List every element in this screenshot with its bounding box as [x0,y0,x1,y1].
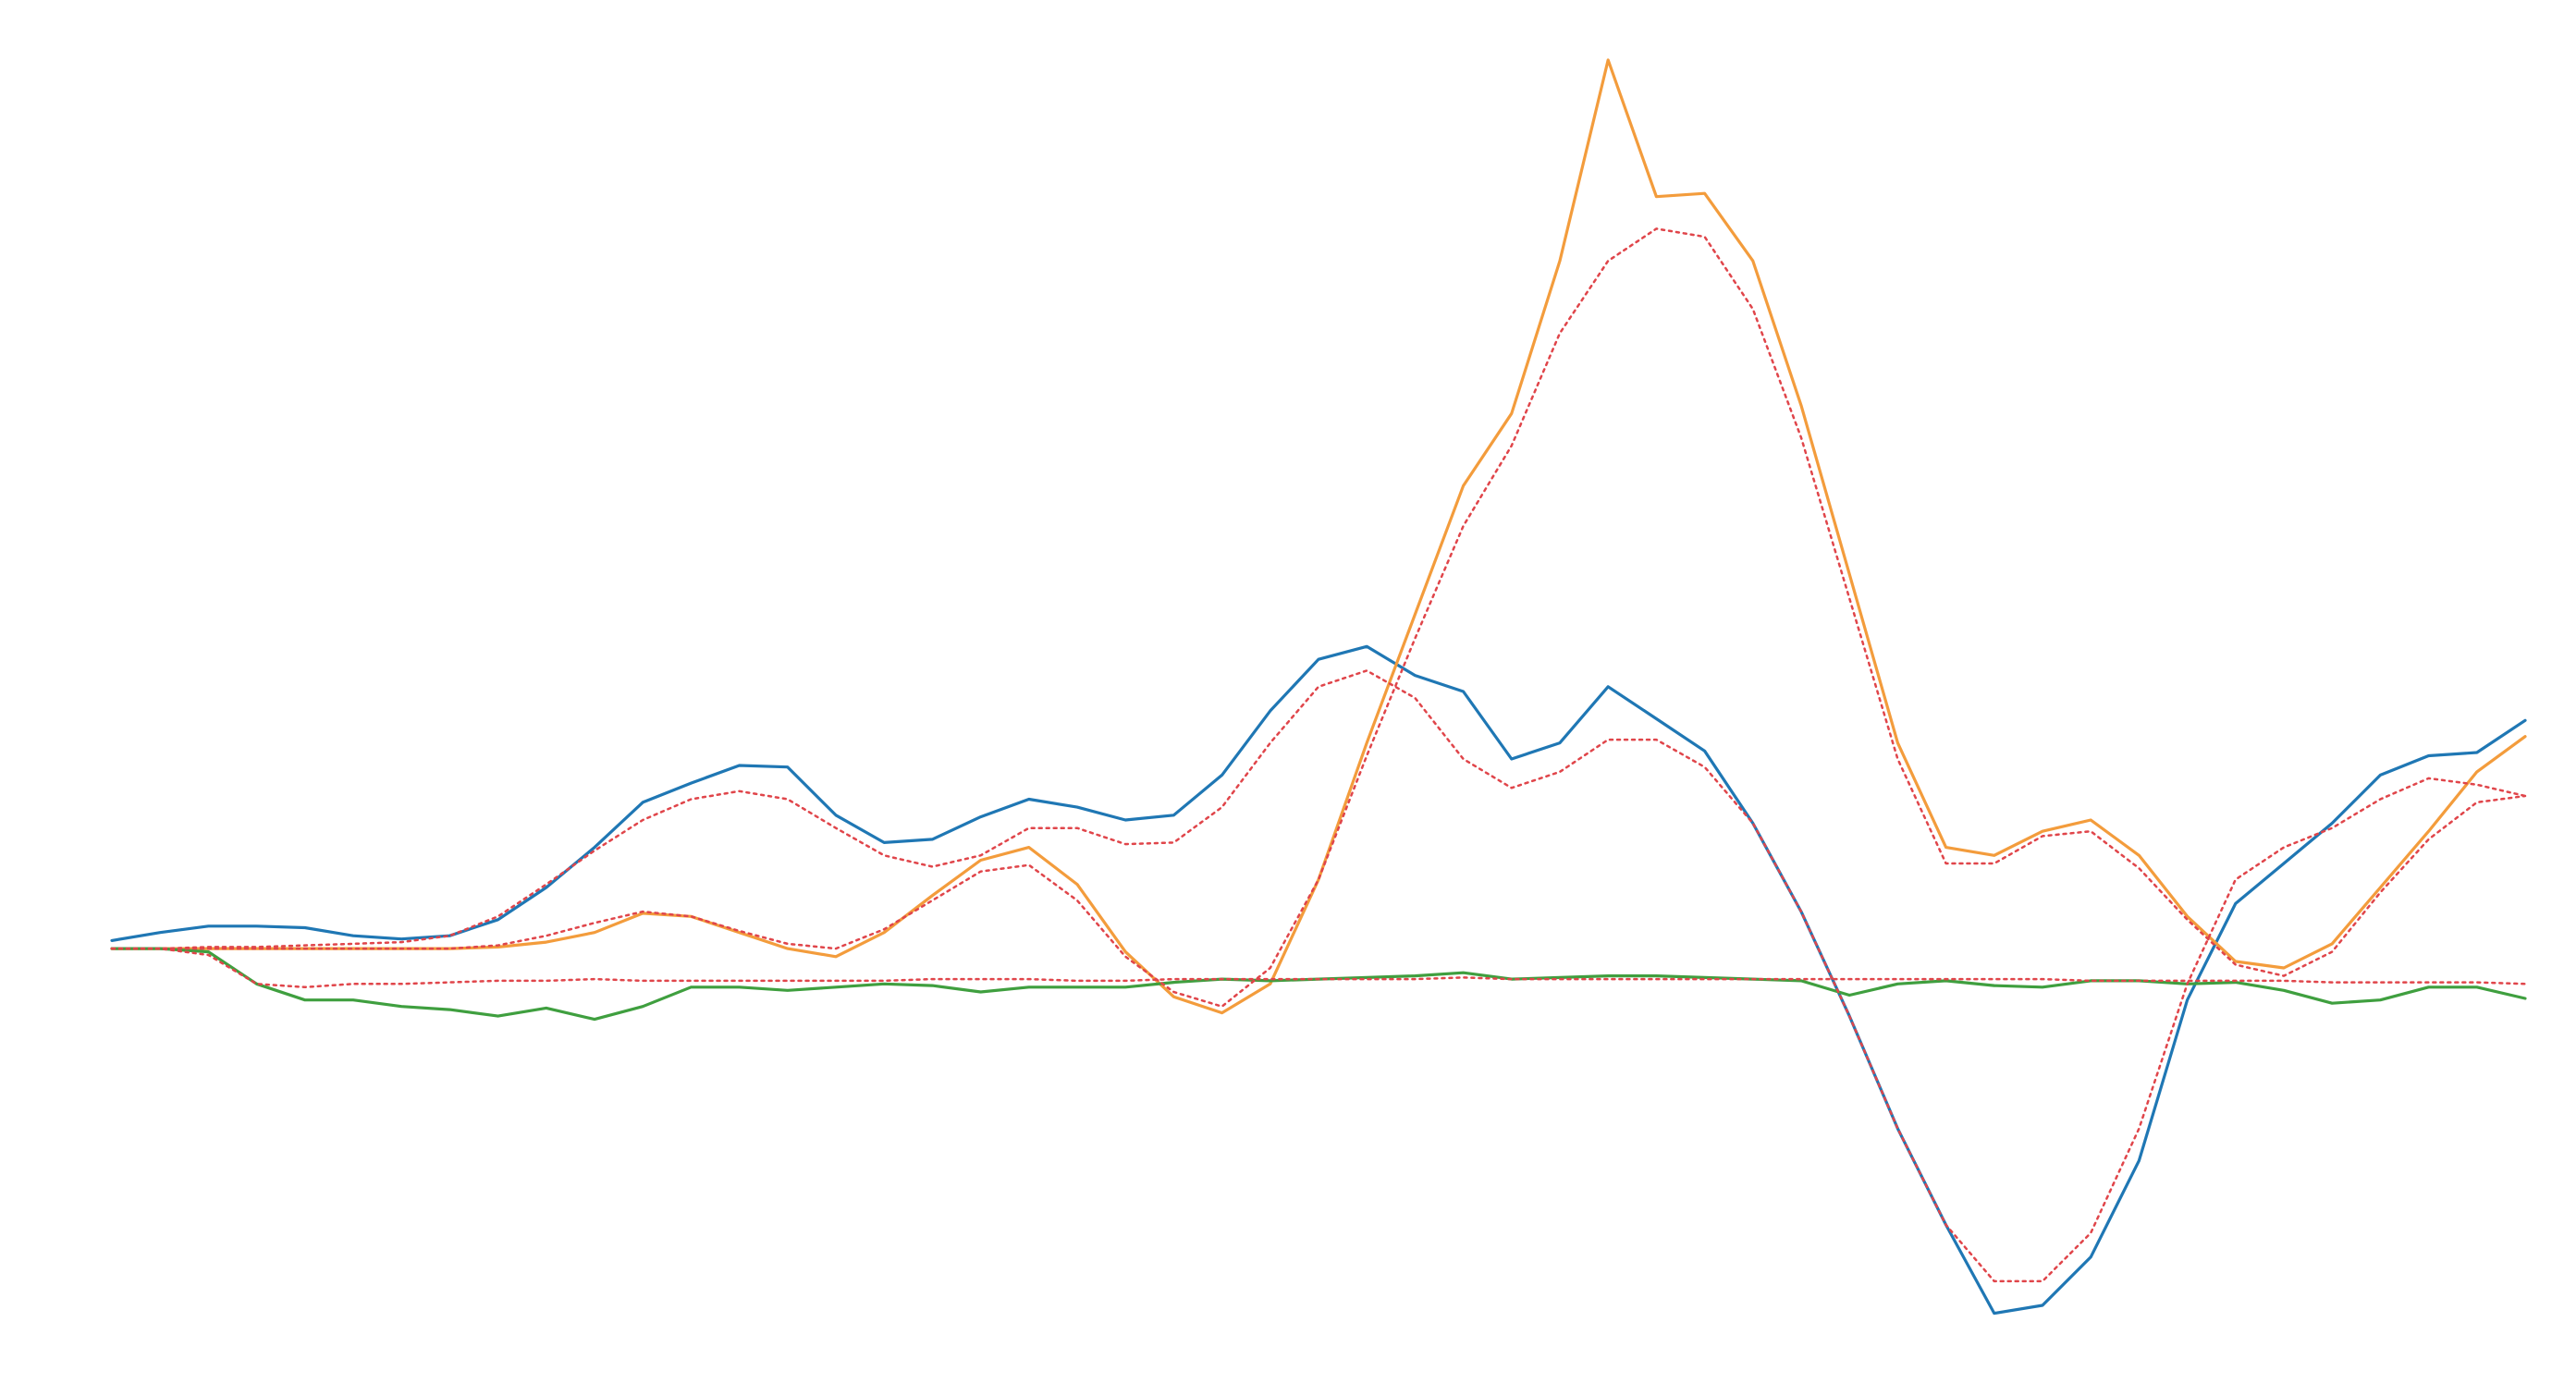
data-line [110,947,2527,1022]
data-line [110,644,2527,1316]
smoothed-line [110,227,2527,1008]
data-line [110,58,2527,1015]
smoothed-line [110,947,2527,989]
smoothed-line [110,669,2527,1283]
